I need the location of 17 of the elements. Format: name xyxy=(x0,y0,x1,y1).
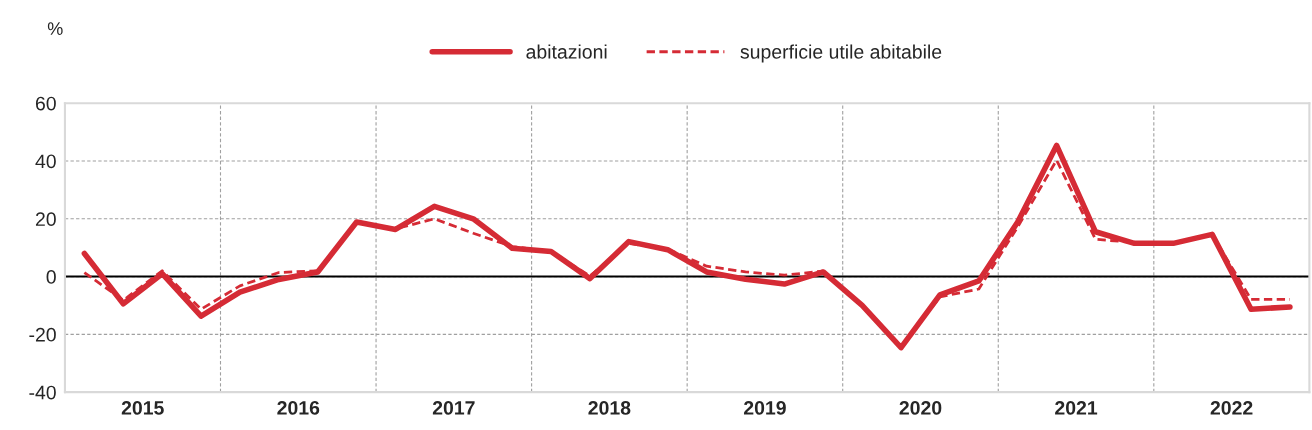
x-tick-label: 2020 xyxy=(899,401,942,415)
y-tick-label: 20 xyxy=(35,212,56,227)
legend-label: superficie utile abitabile xyxy=(740,44,942,63)
y-axis-title: % xyxy=(47,22,63,35)
x-tick-label: 2022 xyxy=(1210,401,1253,415)
x-tick-label: 2017 xyxy=(432,401,475,415)
x-tick-label: 2019 xyxy=(743,401,786,415)
y-tick-label: 60 xyxy=(35,96,56,111)
x-tick-label: 2021 xyxy=(1055,401,1098,415)
y-tick-label: -20 xyxy=(29,327,56,342)
y-tick-label: 0 xyxy=(46,270,56,284)
y-tick-label: -40 xyxy=(29,385,56,400)
x-tick-label: 2018 xyxy=(588,401,631,415)
y-tick-label: 40 xyxy=(35,154,56,169)
x-tick-label: 2016 xyxy=(277,401,320,415)
x-tick-label: 2015 xyxy=(121,401,164,415)
legend-label: abitazioni xyxy=(526,44,607,59)
